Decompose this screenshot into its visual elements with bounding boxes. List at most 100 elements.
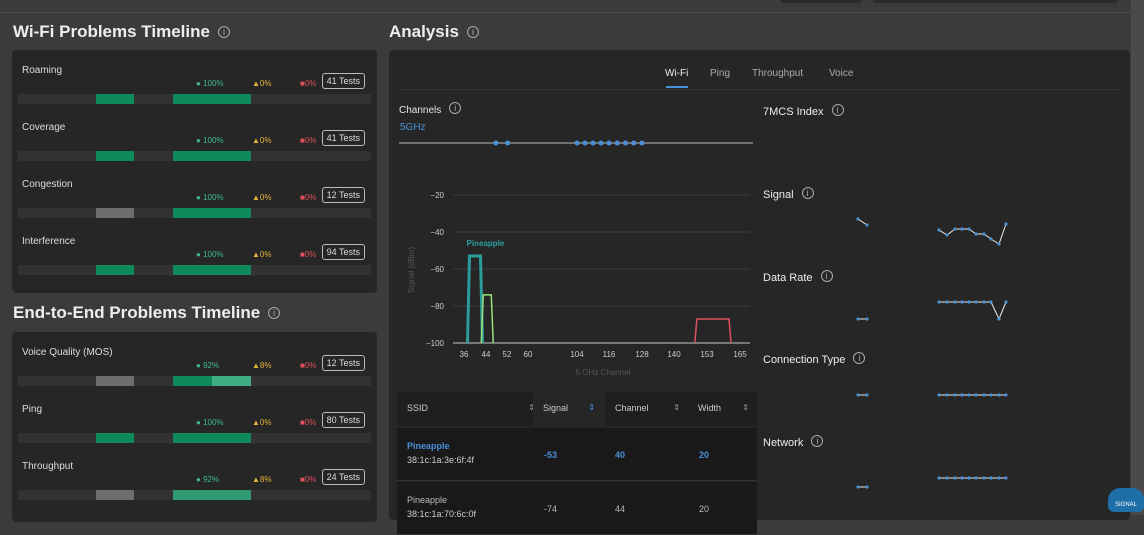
sparkline-point[interactable] [967, 227, 971, 231]
info-icon[interactable]: i [853, 352, 866, 364]
sort-icon[interactable]: ⇕ [742, 403, 749, 412]
sparkline-point[interactable] [960, 227, 964, 231]
sparkline-point[interactable] [937, 393, 941, 397]
sparkline-point[interactable] [989, 476, 993, 480]
info-icon[interactable]: i [268, 307, 281, 319]
timeline-segment[interactable] [173, 94, 251, 104]
top-search[interactable] [872, 0, 1118, 3]
sort-icon[interactable]: ⇕ [588, 403, 595, 412]
timeline-segment[interactable] [95, 94, 135, 104]
tab-throughput[interactable]: Throughput [752, 68, 804, 79]
tests-button[interactable]: 41 Tests [321, 73, 365, 89]
sparkline-point[interactable] [974, 232, 978, 236]
channel-dot[interactable] [505, 140, 511, 146]
timeline-bar[interactable] [18, 208, 371, 218]
timeline-segment[interactable] [173, 490, 251, 500]
sparkline-point[interactable] [967, 393, 971, 397]
sparkline-point[interactable] [989, 393, 993, 397]
channel-dot[interactable] [623, 140, 628, 146]
column-header-channel[interactable]: Channel ⇕ [605, 392, 688, 426]
timeline-segment[interactable] [95, 376, 135, 386]
sparkline-point[interactable] [997, 242, 1001, 246]
sparkline-point[interactable] [937, 228, 941, 232]
sparkline-point[interactable] [865, 393, 869, 397]
sparkline-point[interactable] [967, 300, 971, 304]
sparkline-point[interactable] [1004, 393, 1008, 397]
sparkline-point[interactable] [960, 300, 964, 304]
channel-dot[interactable] [598, 140, 604, 146]
sparkline-point[interactable] [982, 232, 986, 236]
channel-dot[interactable] [606, 140, 612, 146]
sparkline-point[interactable] [974, 300, 978, 304]
timeline-bar[interactable] [18, 151, 371, 161]
sparkline-point[interactable] [945, 476, 949, 480]
sparkline-point[interactable] [997, 317, 1001, 321]
sparkline-point[interactable] [960, 393, 964, 397]
sparkline-point[interactable] [945, 393, 949, 397]
sparkline-point[interactable] [856, 485, 860, 489]
network-trace[interactable] [480, 294, 494, 344]
tests-button[interactable]: 24 Tests [321, 469, 365, 485]
channel-dot[interactable] [639, 140, 645, 146]
info-icon[interactable]: i [811, 435, 824, 447]
sparkline-point[interactable] [989, 300, 993, 304]
table-row[interactable] [397, 428, 757, 481]
sparkline-point[interactable] [974, 393, 978, 397]
sparkline-point[interactable] [953, 300, 957, 304]
info-icon[interactable]: i [831, 104, 844, 116]
timeline-segment[interactable] [173, 151, 251, 161]
tests-button[interactable]: 41 Tests [321, 130, 365, 146]
tab-ping[interactable]: Ping [710, 68, 731, 79]
timeline-bar[interactable] [18, 265, 371, 275]
sparkline-point[interactable] [953, 227, 957, 231]
sparkline-point[interactable] [989, 237, 993, 241]
info-icon[interactable]: i [217, 26, 230, 38]
sparkline-point[interactable] [982, 393, 986, 397]
info-icon[interactable]: i [449, 102, 462, 114]
channel-dot[interactable] [582, 140, 588, 146]
sparkline-point[interactable] [997, 393, 1001, 397]
band-label[interactable]: 5GHz [400, 122, 426, 133]
sparkline-point[interactable] [945, 233, 949, 237]
column-header-width[interactable]: Width ⇕ [688, 392, 757, 426]
sparkline-point[interactable] [1004, 300, 1008, 304]
tab-voice[interactable]: Voice [829, 68, 854, 79]
timeline-segment[interactable] [173, 376, 213, 386]
sparkline-point[interactable] [953, 476, 957, 480]
tests-button[interactable]: 12 Tests [321, 187, 365, 203]
sort-icon[interactable]: ⇕ [673, 403, 680, 412]
column-header-signal[interactable]: Signal ⇕ [533, 392, 603, 426]
sparkline-point[interactable] [945, 300, 949, 304]
timeline-segment[interactable] [173, 208, 251, 218]
sparkline-point[interactable] [856, 217, 860, 221]
network-trace[interactable] [466, 254, 484, 344]
sparkline-point[interactable] [974, 476, 978, 480]
timeline-bar[interactable] [18, 94, 371, 104]
sparkline-point[interactable] [997, 476, 1001, 480]
sparkline-point[interactable] [960, 476, 964, 480]
top-control[interactable] [780, 0, 862, 3]
timeline-segment[interactable] [95, 490, 135, 500]
channel-dot[interactable] [590, 140, 596, 146]
timeline-segment[interactable] [95, 265, 135, 275]
tab-wifi[interactable]: Wi-Fi [665, 68, 689, 79]
sparkline-point[interactable] [856, 317, 860, 321]
timeline-segment[interactable] [95, 433, 135, 443]
tests-button[interactable]: 80 Tests [321, 412, 365, 428]
timeline-segment[interactable] [212, 376, 251, 386]
sort-icon[interactable]: ⇕ [528, 403, 535, 412]
sparkline-point[interactable] [865, 485, 869, 489]
sparkline-point[interactable] [982, 300, 986, 304]
scrollbar[interactable] [1131, 0, 1144, 515]
sparkline-point[interactable] [953, 393, 957, 397]
info-icon[interactable]: i [820, 270, 833, 282]
sparkline-point[interactable] [865, 223, 869, 227]
sparkline-point[interactable] [1004, 222, 1008, 226]
timeline-bar[interactable] [18, 433, 371, 443]
timeline-bar[interactable] [18, 376, 371, 386]
timeline-segment[interactable] [173, 265, 251, 275]
network-trace[interactable] [694, 318, 732, 344]
channel-dot[interactable] [631, 140, 637, 146]
sparkline-point[interactable] [967, 476, 971, 480]
sparkline-point[interactable] [865, 317, 869, 321]
